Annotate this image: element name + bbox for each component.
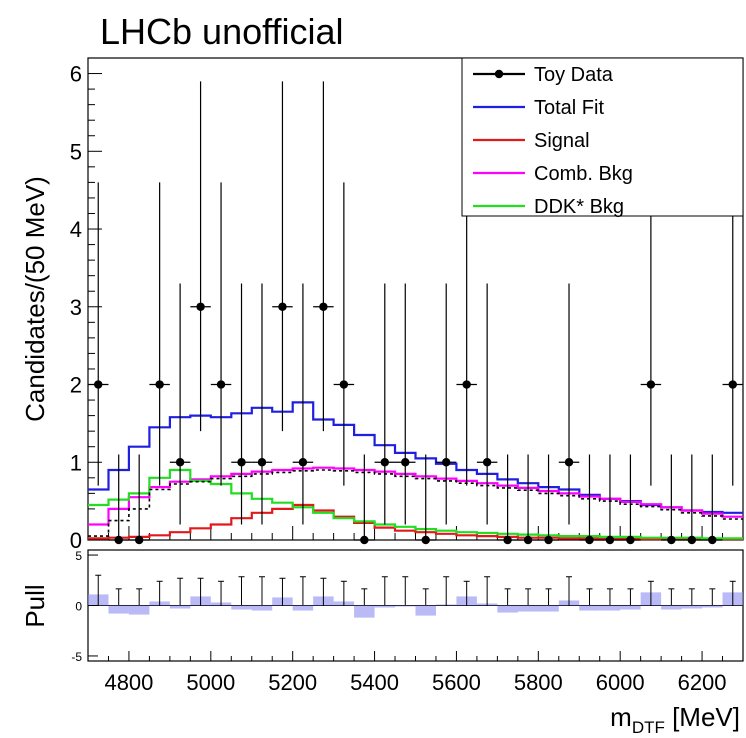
data-point [401, 458, 410, 467]
pull-y-tick-label: -5 [71, 650, 82, 664]
data-point [155, 380, 164, 389]
pull-bar [231, 605, 252, 610]
data-point [626, 535, 635, 545]
pull-bar [681, 605, 703, 609]
main-y-axis: 0 1 2 3 4 5 6 [70, 62, 102, 553]
data-point [667, 535, 676, 545]
pull-y-axis: -5 0 5 [71, 549, 98, 664]
curve-comb-bkg [88, 466, 743, 526]
figure-title: LHCb unofficial [100, 11, 343, 52]
legend: Toy Data Total Fit Signal Comb. Bkg DDK* Bkg [461, 57, 744, 218]
x-axis-label-main: m [610, 702, 632, 732]
pull-bar [620, 605, 641, 610]
pull-bar [702, 605, 723, 608]
main-fit-panel: 0 1 2 3 4 5 6 Candidates/(50 MeV) Toy Data Tota… [20, 57, 744, 553]
main-y-tick-label: 5 [70, 139, 82, 164]
pull-bar [251, 605, 273, 611]
curve-total-fit [88, 401, 743, 514]
data-point [257, 458, 267, 467]
data-point [585, 535, 594, 545]
data-point [564, 458, 574, 467]
data-point [442, 458, 451, 467]
data-point [339, 380, 349, 389]
data-point [175, 458, 185, 467]
x-axis-label-subscript: DTF [632, 718, 665, 737]
x-tick-label: 5800 [514, 670, 563, 695]
data-point [134, 535, 144, 545]
pull-bar [292, 605, 314, 611]
x-tick-label: 5000 [186, 670, 235, 695]
legend-label: Total Fit [534, 97, 604, 119]
x-tick-label: 6000 [596, 670, 645, 695]
fit-curves [88, 401, 743, 541]
data-point [278, 302, 287, 311]
main-y-tick-label: 4 [70, 217, 82, 242]
data-point [462, 380, 471, 389]
data-point [523, 535, 533, 545]
pull-bar [128, 605, 150, 615]
legend-label: Toy Data [534, 64, 614, 86]
pull-bar [415, 605, 436, 616]
pull-y-axis-label: Pull [20, 584, 50, 627]
data-point [728, 380, 737, 389]
pull-bar [599, 605, 621, 611]
pull-bar [169, 605, 191, 609]
curve-ddk-bkg [88, 468, 743, 540]
x-tick-label: 5400 [350, 670, 399, 695]
data-point [708, 535, 717, 545]
pull-bar [497, 605, 518, 613]
x-tick-label: 5600 [432, 670, 481, 695]
data-point [319, 302, 328, 311]
x-axis-label: mDTF [MeV] [610, 702, 740, 737]
main-y-axis-label: Candidates/(50 MeV) [20, 176, 50, 422]
data-point [380, 458, 389, 467]
data-point [196, 302, 205, 311]
pull-y-tick-label: 5 [75, 549, 82, 563]
data-point [503, 535, 512, 545]
legend-label: Signal [534, 130, 590, 152]
pull-bar [579, 605, 600, 611]
data-point [94, 380, 103, 389]
x-tick-label: 4800 [104, 670, 153, 695]
pull-panel: -5 0 5 4800 5000 5200 5400 5600 5800 6000 6200 Pu… [20, 549, 744, 737]
main-y-tick-label: 3 [70, 295, 82, 320]
data-point [237, 458, 246, 467]
legend-label: DDK* Bkg [534, 196, 624, 218]
data-point [687, 535, 697, 545]
data-point [298, 458, 308, 467]
data-point [646, 380, 656, 389]
data-point [216, 380, 226, 389]
x-tick-label: 6200 [678, 670, 727, 695]
pull-bars [88, 574, 743, 618]
pull-bar [374, 605, 396, 608]
pull-bar [538, 605, 559, 612]
legend-box [461, 57, 744, 217]
pull-bar [661, 605, 682, 610]
data-point [360, 535, 369, 545]
toy-data-points [88, 81, 743, 545]
x-tick-label: 5200 [268, 670, 317, 695]
legend-marker [494, 69, 504, 79]
data-point [421, 535, 430, 545]
pull-x-axis: 4800 5000 5200 5400 5600 5800 6000 6200 [87, 651, 744, 695]
main-y-tick-label: 1 [70, 450, 82, 475]
legend-label: Comb. Bkg [534, 163, 633, 185]
data-point [114, 535, 123, 545]
data-point [544, 535, 553, 545]
pull-bar [354, 605, 375, 618]
pull-bar [517, 605, 539, 612]
main-y-tick-label: 6 [70, 62, 82, 87]
data-point [482, 458, 492, 467]
main-y-tick-label: 2 [70, 373, 82, 398]
pull-bar [108, 605, 129, 614]
pull-y-tick-label: 0 [75, 600, 82, 614]
data-point [605, 535, 615, 545]
pull-bar [395, 605, 416, 607]
x-axis-label-unit: [MeV] [665, 702, 740, 732]
main-y-tick-label: 0 [70, 528, 82, 553]
